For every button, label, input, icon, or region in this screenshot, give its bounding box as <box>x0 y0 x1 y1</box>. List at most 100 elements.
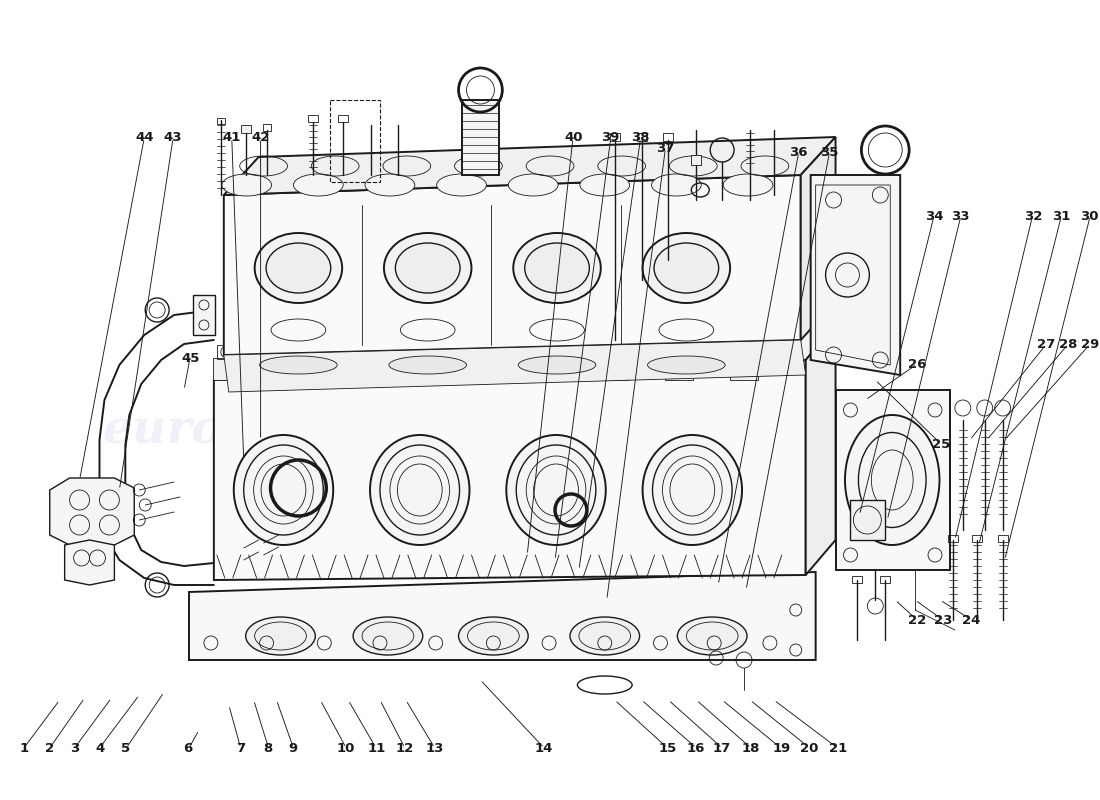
Bar <box>308 115 318 122</box>
Text: 19: 19 <box>772 742 791 754</box>
Polygon shape <box>213 360 805 580</box>
Text: 40: 40 <box>564 131 583 144</box>
Text: 11: 11 <box>367 742 385 754</box>
Ellipse shape <box>459 617 528 655</box>
Bar <box>346 345 366 359</box>
Bar <box>852 576 862 583</box>
Text: 1: 1 <box>20 742 29 754</box>
Ellipse shape <box>678 617 747 655</box>
Text: 42: 42 <box>251 131 270 144</box>
Text: 37: 37 <box>656 142 674 154</box>
Ellipse shape <box>525 243 590 293</box>
Polygon shape <box>65 540 114 585</box>
Ellipse shape <box>723 174 773 196</box>
Text: 29: 29 <box>1080 338 1099 350</box>
Polygon shape <box>805 325 836 575</box>
Bar <box>670 345 690 359</box>
Bar <box>734 345 754 359</box>
Ellipse shape <box>642 233 730 303</box>
Ellipse shape <box>506 435 606 545</box>
Ellipse shape <box>370 435 470 545</box>
Bar <box>462 100 499 175</box>
Text: eurospares: eurospares <box>491 237 783 283</box>
Ellipse shape <box>642 435 743 545</box>
Bar <box>637 133 647 141</box>
Ellipse shape <box>384 233 472 303</box>
Ellipse shape <box>353 617 422 655</box>
Bar <box>407 358 434 380</box>
Bar <box>663 133 673 141</box>
Bar <box>241 125 251 133</box>
Bar <box>192 295 215 335</box>
Text: 3: 3 <box>69 742 79 754</box>
Bar <box>666 358 693 380</box>
Text: 25: 25 <box>932 438 950 450</box>
Text: eurospares: eurospares <box>102 407 395 453</box>
Bar <box>601 358 628 380</box>
Text: 18: 18 <box>741 742 760 754</box>
Text: 15: 15 <box>658 742 676 754</box>
Ellipse shape <box>437 174 486 196</box>
Ellipse shape <box>234 435 333 545</box>
Text: 32: 32 <box>1024 210 1042 222</box>
Bar <box>330 100 380 182</box>
Ellipse shape <box>580 174 629 196</box>
Ellipse shape <box>845 415 939 545</box>
Text: 14: 14 <box>535 742 553 754</box>
Polygon shape <box>223 175 801 355</box>
Bar <box>850 500 886 540</box>
Text: 38: 38 <box>630 131 649 144</box>
Ellipse shape <box>260 356 338 374</box>
Text: 34: 34 <box>925 210 944 222</box>
Bar <box>263 124 271 131</box>
Bar <box>605 345 625 359</box>
Ellipse shape <box>651 174 702 196</box>
Text: 31: 31 <box>1052 210 1070 222</box>
Text: 28: 28 <box>1058 338 1077 350</box>
Text: 12: 12 <box>396 742 414 754</box>
Ellipse shape <box>222 174 272 196</box>
Bar <box>730 358 758 380</box>
Polygon shape <box>223 137 836 195</box>
Bar <box>971 535 982 542</box>
Text: 20: 20 <box>801 742 818 754</box>
Polygon shape <box>50 478 134 545</box>
Polygon shape <box>801 137 836 340</box>
Text: 9: 9 <box>288 742 298 754</box>
Bar <box>475 345 495 359</box>
Text: 30: 30 <box>1080 210 1099 222</box>
Text: 23: 23 <box>934 614 953 626</box>
Ellipse shape <box>389 356 466 374</box>
Bar <box>410 345 431 359</box>
Bar <box>217 118 224 124</box>
Bar <box>536 358 564 380</box>
Bar <box>282 345 301 359</box>
Polygon shape <box>223 340 805 392</box>
Bar <box>609 133 619 141</box>
Text: 43: 43 <box>164 131 183 144</box>
Bar <box>277 358 306 380</box>
Text: 10: 10 <box>337 742 355 754</box>
Text: 44: 44 <box>135 131 154 144</box>
Ellipse shape <box>648 356 725 374</box>
Text: 16: 16 <box>686 742 705 754</box>
Polygon shape <box>189 572 815 660</box>
Ellipse shape <box>508 174 558 196</box>
Ellipse shape <box>266 243 331 293</box>
Text: 7: 7 <box>236 742 245 754</box>
Ellipse shape <box>514 233 601 303</box>
Ellipse shape <box>395 243 460 293</box>
Bar <box>998 535 1008 542</box>
Ellipse shape <box>654 243 718 293</box>
Bar <box>342 358 370 380</box>
Ellipse shape <box>294 174 343 196</box>
Polygon shape <box>811 175 900 375</box>
Text: 13: 13 <box>426 742 443 754</box>
Bar <box>338 115 348 122</box>
Text: 41: 41 <box>223 131 241 144</box>
Bar <box>217 345 236 359</box>
Text: 27: 27 <box>1037 338 1055 350</box>
Text: 5: 5 <box>121 742 131 754</box>
Bar <box>880 576 890 583</box>
Ellipse shape <box>570 617 639 655</box>
